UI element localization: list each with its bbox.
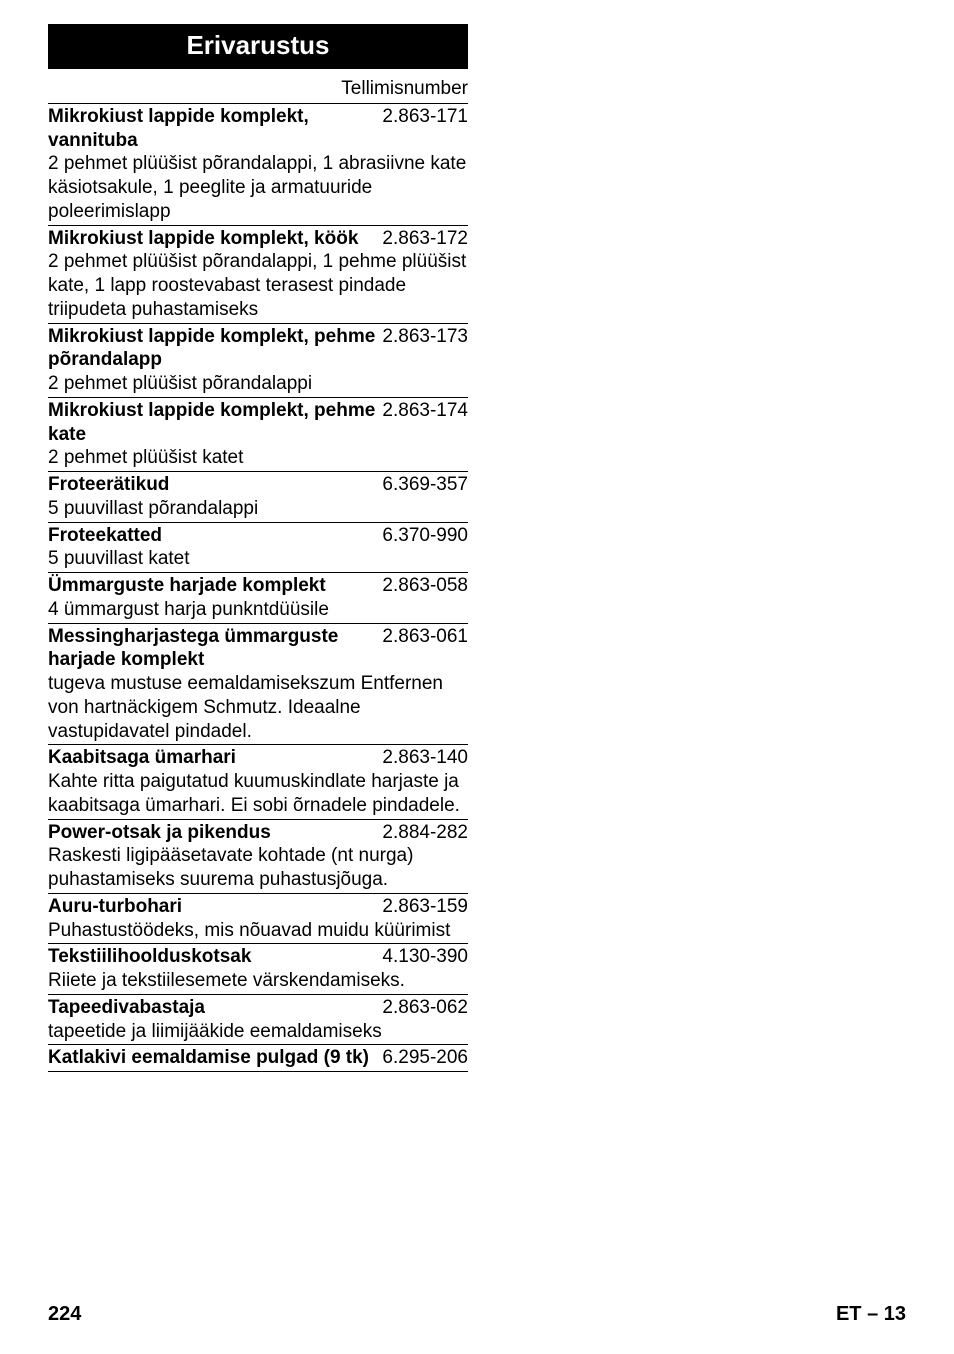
entry-title-row: Froteekatted6.370-990 [48, 524, 468, 548]
entry-order-number: 6.370-990 [382, 524, 468, 548]
catalog-entry: Mikrokiust lappide komplekt, köök2.863-1… [48, 225, 468, 323]
entry-title-row: Tapeedivabastaja2.863-062 [48, 996, 468, 1020]
entry-title-row: Mikrokiust lappide komplekt, pehme kate2… [48, 399, 468, 447]
catalog-entry: Ümmarguste harjade komplekt2.863-0584 üm… [48, 572, 468, 623]
section-header: Erivarustus [48, 24, 468, 69]
entry-description: 2 pehmet plüüšist põrandalappi, 1 pehme … [48, 250, 468, 321]
entry-title: Kaabitsaga ümarhari [48, 746, 382, 770]
entry-title: Katlakivi eemaldamise pulgad (9 tk) [48, 1046, 382, 1070]
entry-order-number: 2.863-140 [382, 746, 468, 770]
page-footer: 224 ET – 13 [48, 1303, 906, 1326]
entry-title-row: Mikrokiust lappide komplekt, köök2.863-1… [48, 227, 468, 251]
entry-order-number: 4.130-390 [382, 945, 468, 969]
entry-order-number: 2.884-282 [382, 821, 468, 845]
entry-title: Tapeedivabastaja [48, 996, 382, 1020]
entry-description: Kahte ritta paigutatud kuumuskindlate ha… [48, 770, 468, 818]
entry-order-number: 2.863-174 [382, 399, 468, 423]
entry-description: Raskesti ligipääsetavate kohtade (nt nur… [48, 844, 468, 892]
entry-title-row: Kaabitsaga ümarhari2.863-140 [48, 746, 468, 770]
catalog-entry: Auru-turbohari2.863-159Puhastustöödeks, … [48, 893, 468, 944]
entry-title: Messingharjastega ümmarguste harjade kom… [48, 625, 382, 673]
entry-title: Mikrokiust lappide komplekt, vannituba [48, 105, 382, 153]
entry-title: Froteekatted [48, 524, 382, 548]
entry-title: Ümmarguste harjade komplekt [48, 574, 382, 598]
entry-title: Mikrokiust lappide komplekt, pehme põran… [48, 325, 382, 373]
order-number-label: Tellimisnumber [48, 77, 468, 101]
catalog-entry: Tekstiilihoolduskotsak4.130-390Riiete ja… [48, 943, 468, 994]
entry-description: Riiete ja tekstiilesemete värskendamisek… [48, 969, 468, 993]
entry-description: tugeva mustuse eemaldamisekszum Entferne… [48, 672, 468, 743]
entry-title-row: Auru-turbohari2.863-159 [48, 895, 468, 919]
entry-order-number: 2.863-058 [382, 574, 468, 598]
catalog-entry: Mikrokiust lappide komplekt, pehme kate2… [48, 397, 468, 471]
catalog-entry: Froteekatted6.370-9905 puuvillast katet [48, 522, 468, 573]
entry-description: Puhastustöödeks, mis nõuavad muidu küüri… [48, 919, 468, 943]
catalog-entry: Mikrokiust lappide komplekt, pehme põran… [48, 323, 468, 397]
entry-title-row: Froteerätikud6.369-357 [48, 473, 468, 497]
entry-order-number: 6.369-357 [382, 473, 468, 497]
entry-order-number: 2.863-172 [382, 227, 468, 251]
entry-order-number: 2.863-062 [382, 996, 468, 1020]
entry-order-number: 2.863-171 [382, 105, 468, 129]
entry-title-row: Power-otsak ja pikendus2.884-282 [48, 821, 468, 845]
entry-title: Tekstiilihoolduskotsak [48, 945, 382, 969]
entry-title-row: Ümmarguste harjade komplekt2.863-058 [48, 574, 468, 598]
entry-order-number: 6.295-206 [382, 1046, 468, 1070]
entry-title-row: Messingharjastega ümmarguste harjade kom… [48, 625, 468, 673]
entry-description: 2 pehmet plüüšist põrandalappi, 1 abrasi… [48, 152, 468, 223]
entry-description: 2 pehmet plüüšist katet [48, 446, 468, 470]
entry-title-row: Katlakivi eemaldamise pulgad (9 tk)6.295… [48, 1046, 468, 1070]
catalog-entry: Katlakivi eemaldamise pulgad (9 tk)6.295… [48, 1044, 468, 1072]
catalog-entry: Tapeedivabastaja2.863-062tapeetide ja li… [48, 994, 468, 1045]
entry-title-row: Mikrokiust lappide komplekt, vannituba2.… [48, 105, 468, 153]
entry-title: Power-otsak ja pikendus [48, 821, 382, 845]
catalog-entry: Power-otsak ja pikendus2.884-282Raskesti… [48, 819, 468, 893]
entry-description: 5 puuvillast põrandalappi [48, 497, 468, 521]
entry-order-number: 2.863-159 [382, 895, 468, 919]
entries-list: Mikrokiust lappide komplekt, vannituba2.… [48, 103, 468, 1072]
content-column: Tellimisnumber Mikrokiust lappide komple… [48, 77, 468, 1072]
entry-description: 2 pehmet plüüšist põrandalappi [48, 372, 468, 396]
entry-title-row: Mikrokiust lappide komplekt, pehme põran… [48, 325, 468, 373]
entry-title: Mikrokiust lappide komplekt, köök [48, 227, 382, 251]
entry-title: Auru-turbohari [48, 895, 382, 919]
entry-description: 5 puuvillast katet [48, 547, 468, 571]
page-number: 224 [48, 1303, 81, 1326]
entry-title: Mikrokiust lappide komplekt, pehme kate [48, 399, 382, 447]
entry-description: tapeetide ja liimijääkide eemaldamiseks [48, 1020, 468, 1044]
entry-order-number: 2.863-061 [382, 625, 468, 649]
lang-page-indicator: ET – 13 [836, 1303, 906, 1326]
entry-title-row: Tekstiilihoolduskotsak4.130-390 [48, 945, 468, 969]
entry-description: 4 ümmargust harja punkntdüüsile [48, 598, 468, 622]
catalog-entry: Mikrokiust lappide komplekt, vannituba2.… [48, 103, 468, 225]
catalog-entry: Messingharjastega ümmarguste harjade kom… [48, 623, 468, 745]
catalog-entry: Froteerätikud6.369-3575 puuvillast põran… [48, 471, 468, 522]
entry-title: Froteerätikud [48, 473, 382, 497]
entry-order-number: 2.863-173 [382, 325, 468, 349]
catalog-entry: Kaabitsaga ümarhari2.863-140Kahte ritta … [48, 744, 468, 818]
